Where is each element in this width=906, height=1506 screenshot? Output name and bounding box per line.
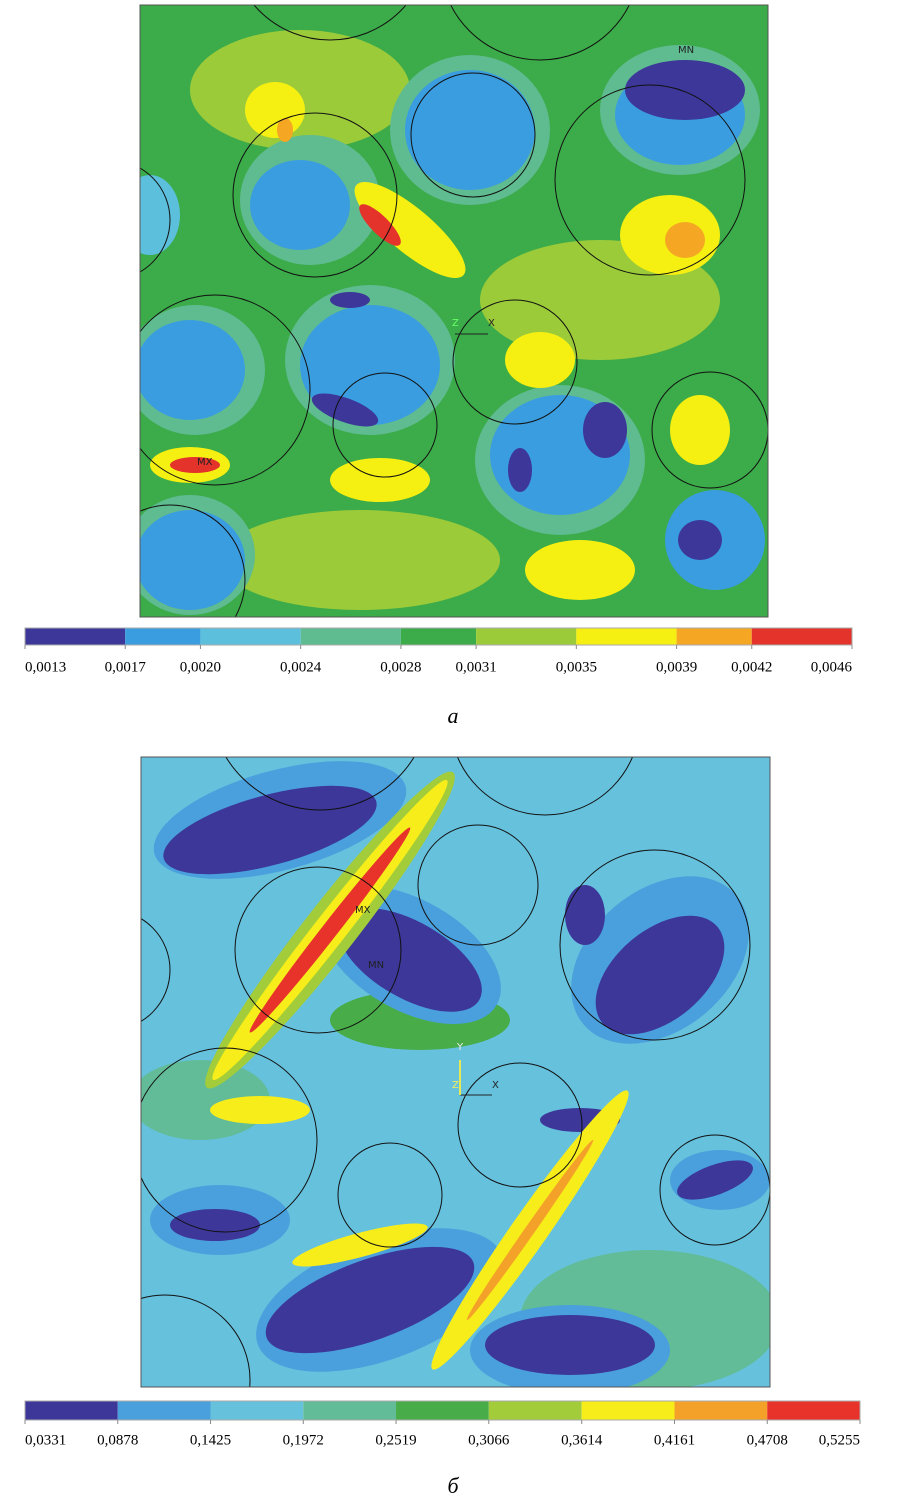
colorbar-segment [489, 1401, 582, 1420]
colorbar-tick-label: 0,0024 [280, 659, 322, 675]
page: {"panels": [ {"label": "а", "annotations… [0, 0, 906, 1506]
colorbar-tick-label: 0,0035 [556, 659, 597, 675]
colorbar-tick-label: 0,1972 [283, 1432, 324, 1448]
colorbar-segment [674, 1401, 767, 1420]
figure: MN MX X Z а [0, 0, 906, 1506]
colorbar-tick-label: 0,0028 [380, 659, 421, 675]
colorbar-tick-label: 0,3614 [561, 1432, 603, 1448]
colorbar-tick-label: 0,5255 [819, 1432, 860, 1448]
colorbar-tick-label: 0,0046 [811, 659, 853, 675]
contour-field [50, 590, 782, 1465]
y-axis-label: Y [456, 1042, 464, 1053]
colorbar-segment [211, 1401, 304, 1420]
colorbar-tick-label: 0,0039 [656, 659, 697, 675]
colorbar-segment [303, 1401, 396, 1420]
colorbar-segment [396, 1401, 489, 1420]
colorbar-segment [301, 628, 401, 645]
colorbar-tick-label: 0,4708 [747, 1432, 788, 1448]
max-marker: MX [197, 457, 213, 468]
colorbar-tick-label: 0,2519 [375, 1432, 416, 1448]
colorbar-segment [25, 1401, 118, 1420]
colorbar-segment [476, 628, 576, 645]
z-axis-label: Z [452, 318, 459, 329]
colorbar-tick-label: 0,1425 [190, 1432, 231, 1448]
colorbar-segment [677, 628, 752, 645]
x-axis-label: X [492, 1080, 499, 1091]
colorbar-segment [752, 628, 852, 645]
colorbar-segment [401, 628, 476, 645]
min-marker: MN [678, 45, 694, 56]
colorbar-tick-label: 0,0020 [180, 659, 221, 675]
colorbar-segment [200, 628, 300, 645]
panel-caption: б [447, 1473, 459, 1498]
colorbar-segment [767, 1401, 860, 1420]
contour-field [50, 0, 768, 655]
colorbar-segment [118, 1401, 211, 1420]
colorbar-tick-label: 0,0042 [731, 659, 772, 675]
max-marker: MX [355, 905, 371, 916]
panel-caption: а [448, 703, 459, 728]
x-axis-label: X [488, 318, 495, 329]
colorbar-tick-label: 0,0878 [97, 1432, 138, 1448]
colorbar-tick-label: 0,3066 [468, 1432, 510, 1448]
colorbar-segment [576, 628, 676, 645]
min-marker: MN [368, 960, 384, 971]
colorbar-tick-label: 0,0013 [25, 659, 66, 675]
colorbar-segment [25, 628, 125, 645]
z-axis-label: Z [452, 1080, 459, 1091]
colorbar-tick-label: 0,0017 [105, 659, 147, 675]
colorbar-segment [125, 628, 200, 645]
colorbar-tick-label: 0,4161 [654, 1432, 695, 1448]
colorbar-tick-label: 0,0331 [25, 1432, 66, 1448]
colorbar-tick-label: 0,0031 [455, 659, 496, 675]
colorbar-segment [582, 1401, 675, 1420]
